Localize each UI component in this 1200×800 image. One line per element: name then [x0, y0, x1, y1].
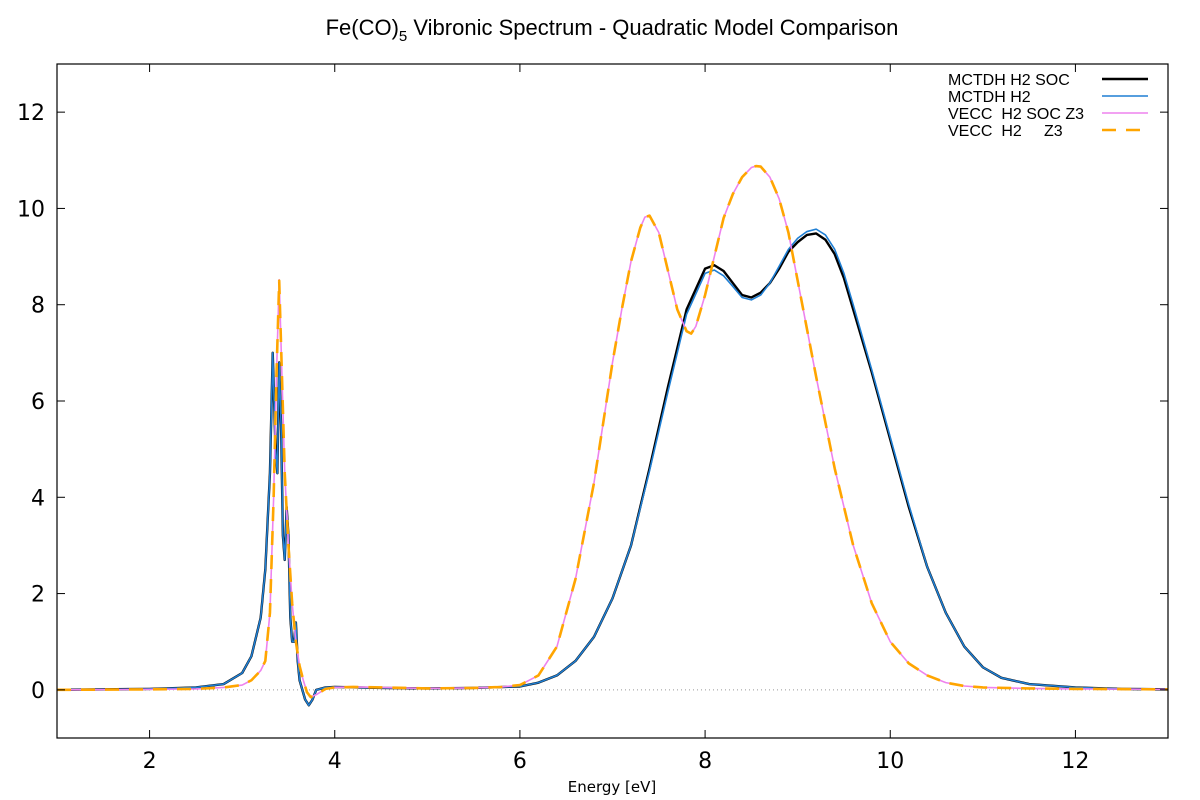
plot-frame — [56, 63, 1169, 739]
y-tick-label: 8 — [31, 294, 45, 319]
legend-label-1: MCTDH H2 SOC — [948, 72, 1070, 89]
chart-title-rest: Vibronic Spectrum - Quadratic Model Comp… — [407, 15, 898, 40]
chart-title: Fe(CO)5 Vibronic Spectrum - Quadratic Mo… — [326, 15, 899, 45]
x-tick-label: 4 — [328, 749, 342, 774]
y-tick-label: 12 — [17, 101, 45, 126]
series-line-1 — [57, 232, 1168, 707]
y-tick-label: 0 — [31, 679, 45, 704]
legend-label-2: MCTDH H2 — [948, 89, 1031, 106]
series-lines — [57, 164, 1168, 707]
x-tick-label: 12 — [1061, 749, 1089, 774]
x-tick-label: 6 — [513, 749, 527, 774]
y-tick-label: 6 — [31, 390, 45, 415]
y-tick-label: 4 — [31, 486, 45, 511]
y-tick-label: 2 — [31, 583, 45, 608]
legend-label-4: VECC H2 Z3 — [948, 123, 1063, 140]
series-line-2 — [57, 228, 1168, 707]
x-tick-label: 2 — [143, 749, 157, 774]
x-tick-label: 10 — [876, 749, 904, 774]
series-line-3 — [57, 165, 1168, 698]
x-tick-label: 8 — [698, 749, 712, 774]
legend-label-3: VECC H2 SOC Z3 — [948, 106, 1084, 123]
series-line-4 — [57, 164, 1168, 699]
chart-title-main: Fe(CO) — [326, 15, 399, 40]
x-axis-label: Energy [eV] — [568, 778, 656, 796]
axis-ticks: 2 4 6 8 10 12 0 2 4 6 8 10 12 — [17, 64, 1168, 774]
y-tick-label: 10 — [17, 197, 45, 222]
chart-title-subscript: 5 — [399, 28, 407, 45]
